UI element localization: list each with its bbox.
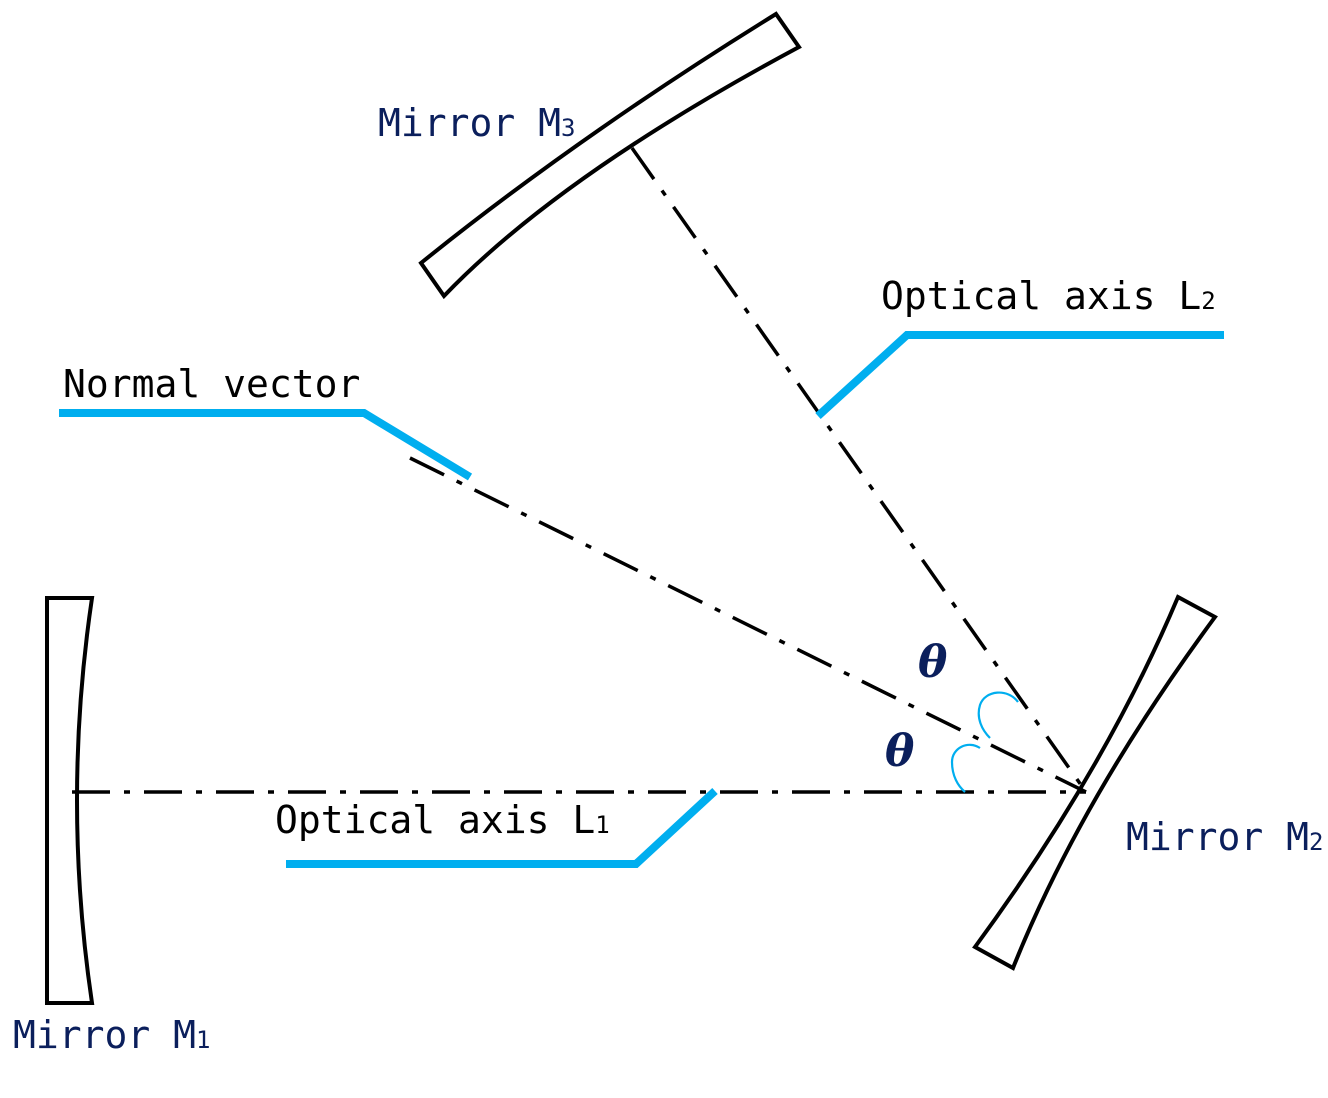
angle-arc-upper [977,691,1019,739]
label-optical-axis-l1: Optical axis L1 [275,798,610,842]
leader-optical-axis-l1 [286,788,718,868]
leader-normal-vector [59,409,473,481]
label-theta-upper: θ [918,637,948,688]
leader-optical-axis-l2 [815,331,1224,419]
label-normal-vector: Normal vector [63,362,360,406]
optical-axis-l2-line [630,146,1088,794]
angle-arc-lower [950,743,981,793]
label-mirror-m2: Mirror M2 [1126,815,1323,859]
label-mirror-m1: Mirror M1 [13,1013,210,1057]
label-theta-lower: θ [885,726,915,777]
label-optical-axis-l2: Optical axis L2 [881,274,1216,318]
mirror-m3 [418,11,802,300]
normal-vector-line [409,456,1087,794]
label-mirror-m3: Mirror M3 [378,101,575,145]
mirror-m1 [45,596,95,1005]
mirror-m2 [972,594,1218,971]
